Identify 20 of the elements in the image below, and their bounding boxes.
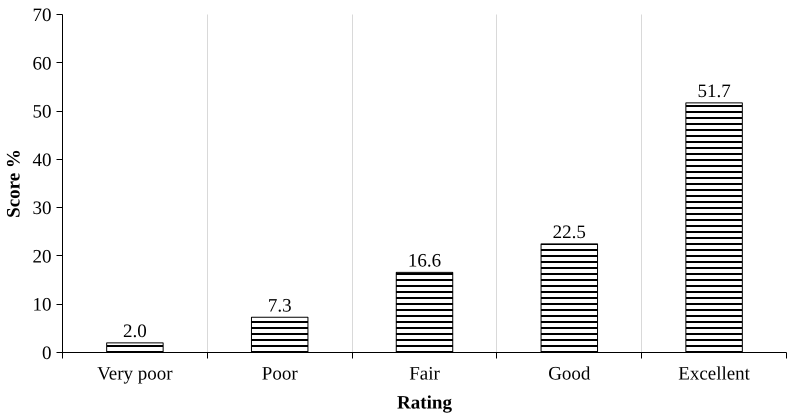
- y-axis-title: Score %: [4, 149, 24, 218]
- x-tick-label: Poor: [262, 364, 298, 384]
- y-tick-label: 20: [32, 246, 52, 268]
- y-tick-label: 60: [32, 53, 52, 74]
- y-tick-label: 10: [32, 294, 52, 316]
- data-label: 16.6: [408, 250, 442, 272]
- y-tick-label: 70: [32, 5, 52, 26]
- x-tick-label: Good: [548, 364, 591, 384]
- y-tick-label: 50: [32, 102, 52, 123]
- y-tick-label: 30: [32, 198, 52, 220]
- x-axis-title: Rating: [397, 392, 452, 414]
- x-tick-label: Excellent: [678, 364, 751, 384]
- data-label: 22.5: [552, 222, 586, 243]
- y-tick-label: 0: [42, 343, 52, 364]
- x-tick-label: Very poor: [97, 364, 174, 384]
- data-label: 7.3: [268, 295, 292, 316]
- y-tick-label: 40: [32, 150, 52, 171]
- data-label: 2.0: [123, 320, 147, 342]
- data-label: 51.7: [697, 80, 731, 102]
- x-tick-label: Fair: [409, 364, 440, 384]
